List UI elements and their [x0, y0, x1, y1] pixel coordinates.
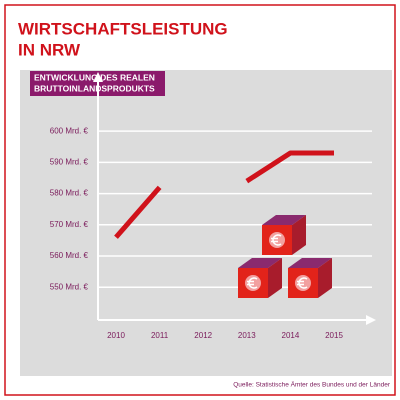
cube [238, 258, 282, 298]
y-tick-label: 560 Mrd. € [50, 251, 89, 260]
source: Quelle: Statistische Ämter des Bundes un… [233, 381, 391, 389]
cube [262, 215, 306, 255]
x-tick-label: 2015 [325, 331, 343, 340]
x-tick-label: 2012 [194, 331, 212, 340]
y-tick-label: 550 Mrd. € [50, 282, 89, 291]
frame [4, 4, 396, 396]
x-tick-label: 2014 [282, 331, 300, 340]
x-tick-label: 2010 [107, 331, 125, 340]
subtitle: ENTWICKLUNG DES REALEN [34, 72, 155, 82]
y-axis-arrow [93, 72, 103, 82]
line [114, 150, 334, 239]
y-tick-label: 570 Mrd. € [50, 220, 89, 229]
y-tick-label: 590 Mrd. € [50, 157, 89, 166]
euro-cubes [238, 215, 332, 298]
chart-title: IN NRW [18, 40, 81, 59]
plot-background [20, 70, 392, 376]
x-tick-label: 2011 [151, 331, 169, 340]
y-tick-label: 580 Mrd. € [50, 189, 89, 198]
x-tick-label: 2013 [238, 331, 256, 340]
cube [288, 258, 332, 298]
y-tick-label: 600 Mrd. € [50, 126, 89, 135]
subtitle: BRUTTOINLANDSPRODUKTS [34, 83, 155, 93]
chart-title: WIRTSCHAFTSLEISTUNG [18, 19, 228, 38]
x-axis-arrow [366, 315, 376, 325]
